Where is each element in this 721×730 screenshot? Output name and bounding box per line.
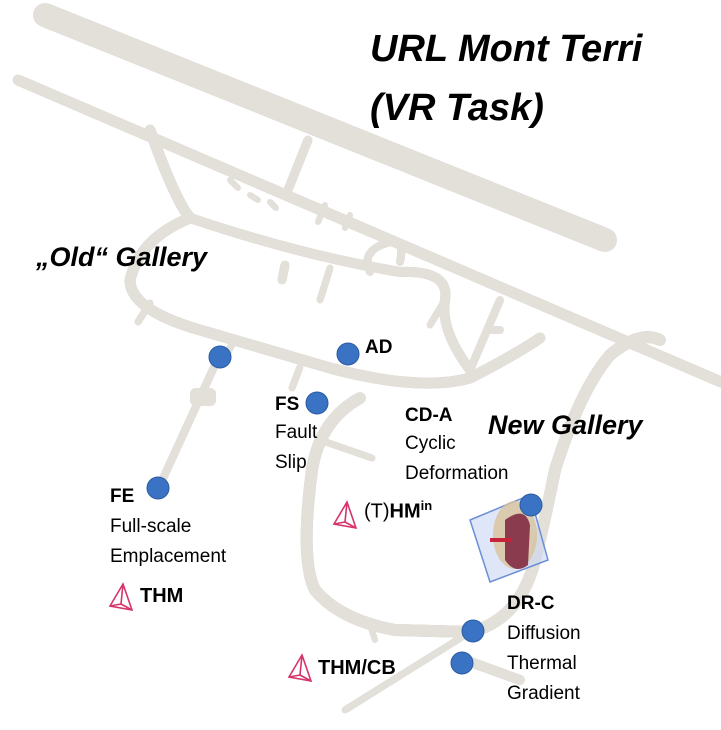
tetrahedron-model-icon [287, 653, 313, 683]
experiment-location-dot [461, 619, 485, 643]
experiment-cda-desc2: Deformation [405, 463, 509, 484]
experiment-location-dot [305, 391, 329, 415]
experiment-cda-desc1: Cyclic [405, 433, 456, 454]
experiment-drc-desc1: Diffusion [507, 623, 581, 644]
map-title-line1: URL Mont Terri [370, 28, 643, 70]
experiment-fe-desc1: Full-scale [110, 516, 192, 537]
experiment-location-dot [336, 342, 360, 366]
experiment-fs-desc2: Slip [275, 452, 307, 473]
new-gallery-label: New Gallery [488, 410, 643, 440]
heater-module-icon [469, 493, 549, 583]
tetrahedron-model-icon [332, 500, 358, 530]
model-thm-hm-label: (T)HMin [364, 498, 432, 524]
model-thm-cb-label: THM/CB [318, 657, 396, 679]
experiment-fe-desc2: Emplacement [110, 546, 227, 567]
model-thm-hm-main: HM [389, 500, 421, 523]
experiment-fs-code: FS [275, 394, 300, 415]
experiment-drc-desc2: Thermal [507, 653, 577, 674]
experiment-ad-code: AD [365, 337, 393, 358]
experiment-location-dot [519, 493, 543, 517]
model-thm-hm-sup: in [420, 498, 433, 513]
experiment-fe-code: FE [110, 486, 135, 507]
model-thm-fe-label: THM [140, 585, 184, 607]
experiment-location-dot [450, 651, 474, 675]
experiment-cda-code: CD-A [405, 405, 453, 426]
tetrahedron-model-icon [108, 582, 134, 612]
experiment-fs-desc1: Fault [275, 422, 318, 443]
experiment-location-dot [208, 345, 232, 369]
experiment-location-dot [146, 476, 170, 500]
map-title-line2: (VR Task) [370, 87, 544, 129]
old-gallery-label: „Old“ Gallery [36, 242, 208, 272]
model-thm-hm-prefix: (T) [364, 500, 390, 523]
experiment-drc-desc3: Gradient [507, 683, 580, 704]
experiment-drc-code: DR-C [507, 593, 555, 614]
